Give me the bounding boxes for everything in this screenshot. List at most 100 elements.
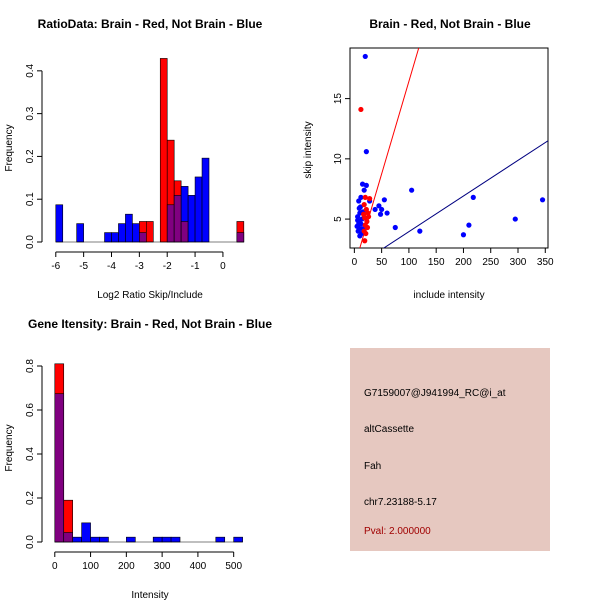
ratio-histogram-x-tick-label: -2: [163, 261, 172, 272]
gene-intensity-x-tick-label: 200: [118, 561, 135, 572]
gene-intensity-bars: [54, 363, 243, 543]
ratio-histogram-bar-not-brain: [125, 213, 133, 243]
ratio-histogram-y-tick-label: 0.0: [25, 235, 36, 249]
gene-intensity-bar-not-brain: [152, 536, 163, 543]
gene-intensity-bar-not-brain: [99, 536, 109, 543]
gene-intensity-bar-overlap: [63, 532, 73, 543]
gene-intensity-x-tick-label: 100: [82, 561, 99, 572]
intensity-scatter-panel: Brain - Red, Not Brain - Blue include in…: [303, 17, 554, 301]
not-brain-fit-line: [382, 140, 548, 248]
gene-intensity-bar-not-brain: [215, 536, 226, 543]
ratio-histogram-bar-not-brain: [201, 157, 210, 243]
intensity-scatter-xlabel: include intensity: [413, 290, 484, 301]
gene-intensity-bar-not-brain: [72, 536, 82, 543]
ratio-histogram-bar-not-brain: [104, 232, 112, 243]
brain-point: [362, 238, 368, 244]
scatter-clipped-layer: [354, 48, 548, 248]
scatter-y-tick-label: 5: [333, 216, 344, 222]
ratio-histogram-y-tick-label: 0.3: [25, 106, 36, 120]
ratio-histogram-panel: RatioData: Brain - Red, Not Brain - Blue…: [4, 17, 263, 301]
not-brain-point: [363, 149, 369, 155]
brain-point: [364, 224, 371, 231]
ratio-histogram-y-tick-label: 0.1: [25, 192, 36, 206]
gene-intensity-x-tick-label: 500: [225, 561, 242, 572]
ratio-histogram-bar-overlap: [173, 195, 182, 243]
gene-intensity-title: Gene Itensity: Brain - Red, Not Brain - …: [28, 317, 272, 331]
probe-info-panel: G7159007@J941994_RC@i_at altCassette Fah…: [350, 348, 550, 551]
not-brain-point: [355, 214, 361, 220]
not-brain-point: [376, 203, 382, 209]
not-brain-point: [381, 197, 387, 203]
scatter-y-tick-label: 10: [333, 153, 344, 165]
scatter-x-tick-label: 0: [352, 257, 358, 268]
ratio-histogram-bar-not-brain: [111, 232, 119, 243]
ratio-histogram-x-tick-label: -1: [191, 261, 200, 272]
ratio-histogram-bar-overlap: [166, 204, 175, 243]
ratio-histogram-bar-not-brain: [55, 204, 64, 243]
brain-point: [365, 214, 372, 220]
not-brain-point: [356, 198, 362, 204]
intensity-scatter-title: Brain - Red, Not Brain - Blue: [369, 17, 531, 31]
gene-intensity-y-tick-label: 0.4: [25, 447, 36, 461]
not-brain-point: [460, 232, 467, 238]
brain-point: [358, 106, 364, 113]
not-brain-point: [384, 210, 390, 216]
ratio-histogram-x-tick-label: -4: [107, 261, 116, 272]
scatter-x-tick-label: 150: [428, 257, 445, 268]
not-brain-point: [361, 187, 367, 193]
ratio-histogram-bar-brain: [146, 221, 154, 243]
ratio-histogram-x-tick-label: -6: [51, 261, 60, 272]
intensity-scatter-axes: 0 50 100 150 200 250 300 350 5 10 15: [333, 93, 554, 268]
gene-intensity-panel: Gene Itensity: Brain - Red, Not Brain - …: [4, 317, 272, 600]
ratio-histogram-x-tick-label: -5: [79, 261, 88, 272]
not-brain-point: [363, 182, 369, 188]
scatter-y-tick-label: 15: [333, 93, 344, 105]
gene-intensity-bar-not-brain: [126, 536, 136, 543]
gene-intensity-bar-overlap: [54, 393, 65, 543]
not-brain-point: [409, 187, 415, 193]
gene-intensity-x-tick-label: 300: [154, 561, 171, 572]
gene-intensity-axes: 0 100 200 300 400 500 0.0 0.2 0.4 0.6 0.8: [25, 359, 242, 572]
ratio-histogram-bar-overlap: [139, 232, 147, 243]
ratio-histogram-axes: -6 -5 -4 -3 -2 -1 0 0.0 0.1 0.2 0.3 0.4: [25, 63, 226, 272]
not-brain-point: [372, 206, 378, 213]
intensity-scatter-ylabel: skip intensity: [303, 121, 314, 178]
ratio-histogram-bar-not-brain: [187, 195, 196, 243]
probe-id: G7159007@J941994_RC@i_at: [364, 388, 506, 399]
scatter-x-tick-label: 100: [401, 257, 418, 268]
ratio-histogram-ylabel: Frequency: [4, 124, 15, 171]
gene-intensity-x-tick-label: 400: [190, 561, 207, 572]
event-type: altCassette: [364, 424, 415, 435]
ratio-histogram-bar-brain: [159, 58, 168, 243]
not-brain-point: [512, 216, 518, 222]
intensity-scatter-plot: [354, 48, 548, 248]
not-brain-point: [355, 222, 361, 228]
scatter-x-tick-label: 200: [455, 257, 472, 268]
scatter-x-tick-label: 350: [537, 257, 554, 268]
gene-intensity-xlabel: Intensity: [131, 590, 168, 600]
gene-intensity-y-tick-label: 0.6: [25, 403, 36, 417]
gene-intensity-bar-not-brain: [90, 536, 100, 543]
not-brain-point: [539, 197, 546, 203]
ratio-histogram-bar-overlap: [236, 232, 245, 243]
ratio-histogram-x-tick-label: -3: [135, 261, 144, 272]
gene-intensity-ylabel: Frequency: [4, 424, 15, 471]
gene-intensity-bar-not-brain: [161, 536, 172, 543]
gene-intensity-bar-not-brain: [233, 536, 243, 543]
ratio-histogram-xlabel: Log2 Ratio Skip/Include: [97, 290, 203, 301]
ratio-histogram-bar-not-brain: [118, 223, 126, 243]
ratio-histogram-x-tick-label: 0: [220, 261, 226, 272]
not-brain-point: [379, 206, 385, 213]
scatter-x-tick-label: 300: [510, 257, 527, 268]
not-brain-point: [470, 194, 476, 200]
not-brain-point: [362, 53, 368, 60]
scatter-x-tick-label: 50: [376, 257, 388, 268]
not-brain-point: [466, 222, 472, 228]
ratio-histogram-bar-not-brain: [132, 223, 140, 243]
not-brain-point: [357, 233, 363, 239]
ratio-histogram-bar-overlap: [180, 221, 189, 243]
ratio-histogram-bar-not-brain: [76, 223, 84, 243]
gene-name: Fah: [364, 461, 382, 472]
ratio-histogram-bar-not-brain: [194, 176, 203, 243]
